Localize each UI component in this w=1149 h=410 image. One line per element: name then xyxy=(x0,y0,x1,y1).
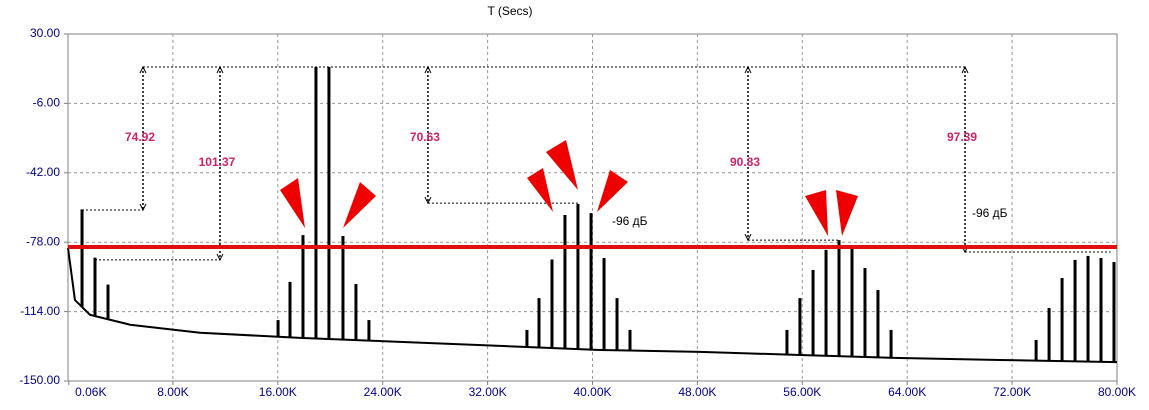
x-tick-label: 32.00K xyxy=(469,385,507,399)
arrow xyxy=(597,170,628,212)
measure-label: 70.63 xyxy=(410,130,440,144)
x-tick-label: 72.00K xyxy=(993,385,1031,399)
x-tick-label: 40.00K xyxy=(573,385,611,399)
arrow xyxy=(836,190,858,236)
chart-title: T (Secs) xyxy=(487,4,532,18)
x-tick-label: 16.00K xyxy=(259,385,297,399)
noise-floor xyxy=(67,247,1118,364)
x-tick-label: 8.00K xyxy=(157,385,188,399)
y-tick-label: 30.00 xyxy=(30,26,60,40)
arrow xyxy=(280,178,305,228)
x-tick-label: 80.00K xyxy=(1098,385,1136,399)
threshold-label: -96 дБ xyxy=(612,214,648,228)
measure-label: 97.39 xyxy=(947,130,977,144)
y-tick-label: -114.00 xyxy=(20,304,60,318)
x-tick-label: 0.06K xyxy=(75,385,106,399)
arrows xyxy=(280,140,858,236)
y-tick-label: -42.00 xyxy=(26,165,60,179)
threshold-label: -96 дБ xyxy=(972,206,1008,220)
arrow xyxy=(343,182,376,228)
arrow xyxy=(805,190,828,236)
arrow xyxy=(546,140,578,190)
arrow xyxy=(527,168,553,212)
measure-label: 90.83 xyxy=(730,155,760,169)
y-tick-label: -78.00 xyxy=(26,234,60,248)
y-tick-label: -6.00 xyxy=(33,96,61,110)
x-tick-label: 24.00K xyxy=(364,385,402,399)
y-tick-label: -150.00 xyxy=(19,373,60,387)
x-tick-label: 56.00K xyxy=(783,385,821,399)
arrow-head xyxy=(139,65,147,212)
measure-label: 74.92 xyxy=(125,130,155,144)
x-tick-label: 64.00K xyxy=(888,385,926,399)
x-tick-label: 48.00K xyxy=(678,385,716,399)
measure-label: 101.37 xyxy=(199,155,236,169)
